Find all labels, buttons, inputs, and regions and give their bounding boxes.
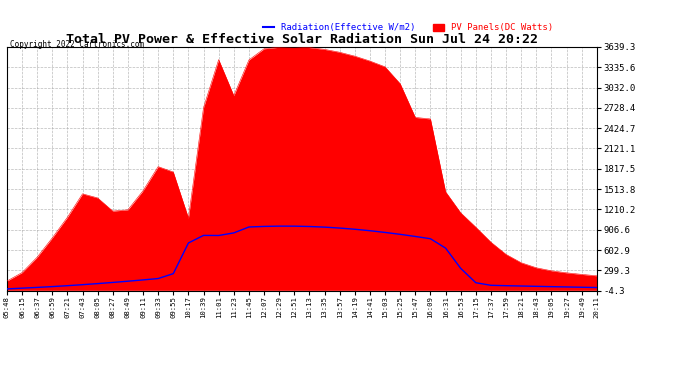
Legend: Radiation(Effective W/m2), PV Panels(DC Watts): Radiation(Effective W/m2), PV Panels(DC … — [259, 20, 557, 36]
Title: Total PV Power & Effective Solar Radiation Sun Jul 24 20:22: Total PV Power & Effective Solar Radiati… — [66, 33, 538, 46]
Text: Copyright 2022 Cartronics.com: Copyright 2022 Cartronics.com — [10, 40, 144, 49]
